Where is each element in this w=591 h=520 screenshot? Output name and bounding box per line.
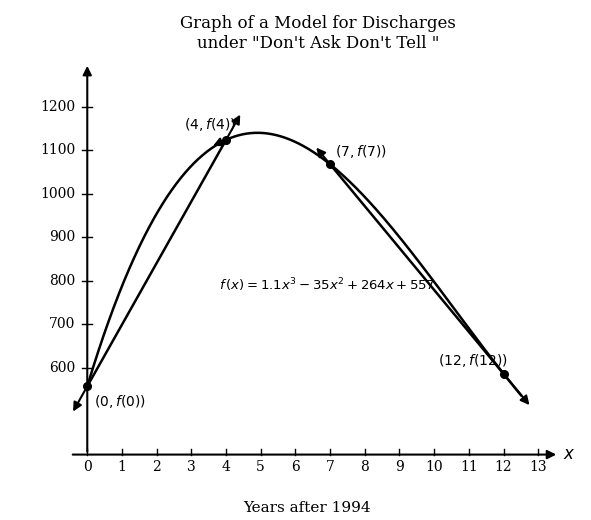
- Text: 900: 900: [49, 230, 75, 244]
- Text: 5: 5: [256, 460, 265, 474]
- Text: 1100: 1100: [40, 143, 75, 157]
- Text: 800: 800: [49, 274, 75, 288]
- Text: $(4, f(4))$: $(4, f(4))$: [184, 116, 236, 133]
- Text: 6: 6: [291, 460, 300, 474]
- Text: $x$: $x$: [563, 446, 575, 463]
- Text: 1200: 1200: [40, 99, 75, 113]
- Text: 8: 8: [361, 460, 369, 474]
- Text: 4: 4: [222, 460, 230, 474]
- Text: 13: 13: [530, 460, 547, 474]
- Text: 2: 2: [152, 460, 161, 474]
- Text: 700: 700: [48, 317, 75, 331]
- Text: 9: 9: [395, 460, 404, 474]
- Text: 600: 600: [49, 360, 75, 374]
- Text: $(7, f(7))$: $(7, f(7))$: [335, 143, 387, 160]
- Text: $(12, f(12))$: $(12, f(12))$: [437, 353, 507, 369]
- Title: Graph of a Model for Discharges
under "Don't Ask Don't Tell ": Graph of a Model for Discharges under "D…: [180, 15, 456, 51]
- Text: 1: 1: [118, 460, 126, 474]
- Text: 3: 3: [187, 460, 196, 474]
- Text: 10: 10: [426, 460, 443, 474]
- Text: 7: 7: [326, 460, 335, 474]
- Text: 12: 12: [495, 460, 512, 474]
- Text: 11: 11: [460, 460, 478, 474]
- Text: $(0, f(0))$: $(0, f(0))$: [94, 393, 147, 410]
- Text: Years after 1994: Years after 1994: [243, 501, 371, 515]
- Text: $f\,(x) = 1.1x^3 - 35x^2 + 264x + 557$: $f\,(x) = 1.1x^3 - 35x^2 + 264x + 557$: [219, 276, 435, 294]
- Text: 0: 0: [83, 460, 92, 474]
- Text: 1000: 1000: [40, 187, 75, 201]
